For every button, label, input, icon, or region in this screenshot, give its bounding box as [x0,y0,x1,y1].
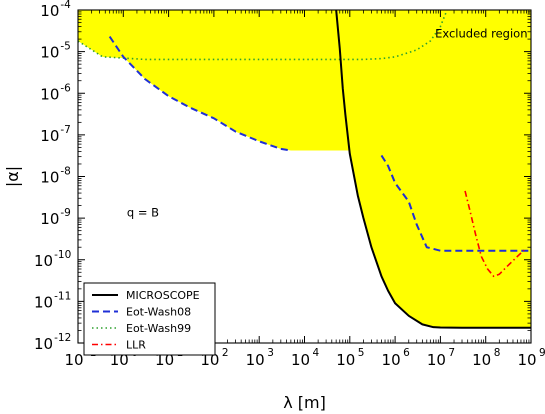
series-line-llr [464,190,525,278]
y-tick-label: 10 [40,169,59,187]
x-tick-label: 10 [472,351,491,369]
annotation-q: q = B [127,205,159,219]
y-tick-label: 10 [34,293,53,311]
x-tick-label: 10 [382,351,401,369]
y-tick-label: 10 [40,127,59,145]
excluded-region-right [336,10,531,328]
x-tick-label: 10 [427,351,446,369]
legend-label-microscope: MICROSCOPE [126,289,200,302]
x-tick-label-exponent: 9 [539,347,545,359]
x-tick-label-exponent: 2 [222,347,229,359]
y-tick-label-exponent: -10 [54,249,71,261]
y-tick-label: 10 [40,2,59,20]
y-tick-label-exponent: -4 [60,0,71,11]
legend-label-llr: LLR [126,339,146,352]
legend: MICROSCOPE Eot-Wash08 Eot-Wash99 LLR [83,282,216,356]
y-tick-label-exponent: -8 [60,166,70,178]
legend-box [83,282,216,356]
y-tick-label-exponent: -7 [60,124,70,136]
y-tick-label-exponent: -12 [54,332,71,344]
y-axis-label: |α| [3,166,22,187]
x-tick-label: 10 [336,351,355,369]
x-tick-label-exponent: 6 [403,347,410,359]
y-tick-label: 10 [40,210,59,228]
y-tick-label-exponent: -11 [54,290,71,302]
x-tick-label: 10 [64,351,83,369]
y-tick-label: 10 [34,335,53,353]
y-tick-label: 10 [40,44,59,62]
series-line-eot-wash08-1 [380,154,531,252]
x-tick-label-exponent: 8 [494,347,501,359]
series-line-eot-wash99 [78,10,448,61]
y-tick-label: 10 [34,252,53,270]
series-line-microscope [335,10,531,329]
y-tick-label: 10 [40,85,59,103]
plot-area [78,10,531,329]
x-tick-label: 10 [246,351,265,369]
series-line-eot-wash08-0 [108,36,292,152]
y-tick-label-exponent: -5 [60,41,70,53]
excluded-region-left [109,10,350,151]
x-tick-label: 10 [291,351,310,369]
x-tick-label-exponent: 5 [358,347,365,359]
x-axis-label: λ [m] [283,393,326,412]
x-tick-label-exponent: 4 [313,347,320,359]
x-tick-label: 10 [517,351,536,369]
y-tick-label-exponent: -9 [60,207,70,219]
annotation-excluded-region: Excluded region [435,26,527,40]
x-tick-label-exponent: 3 [267,347,274,359]
plot-contents [78,10,531,329]
legend-label-eot-wash99: Eot-Wash99 [126,322,191,335]
y-tick-label-exponent: -6 [60,82,71,94]
x-tick-label-exponent: 7 [448,347,455,359]
legend-label-eot-wash08: Eot-Wash08 [126,306,191,319]
